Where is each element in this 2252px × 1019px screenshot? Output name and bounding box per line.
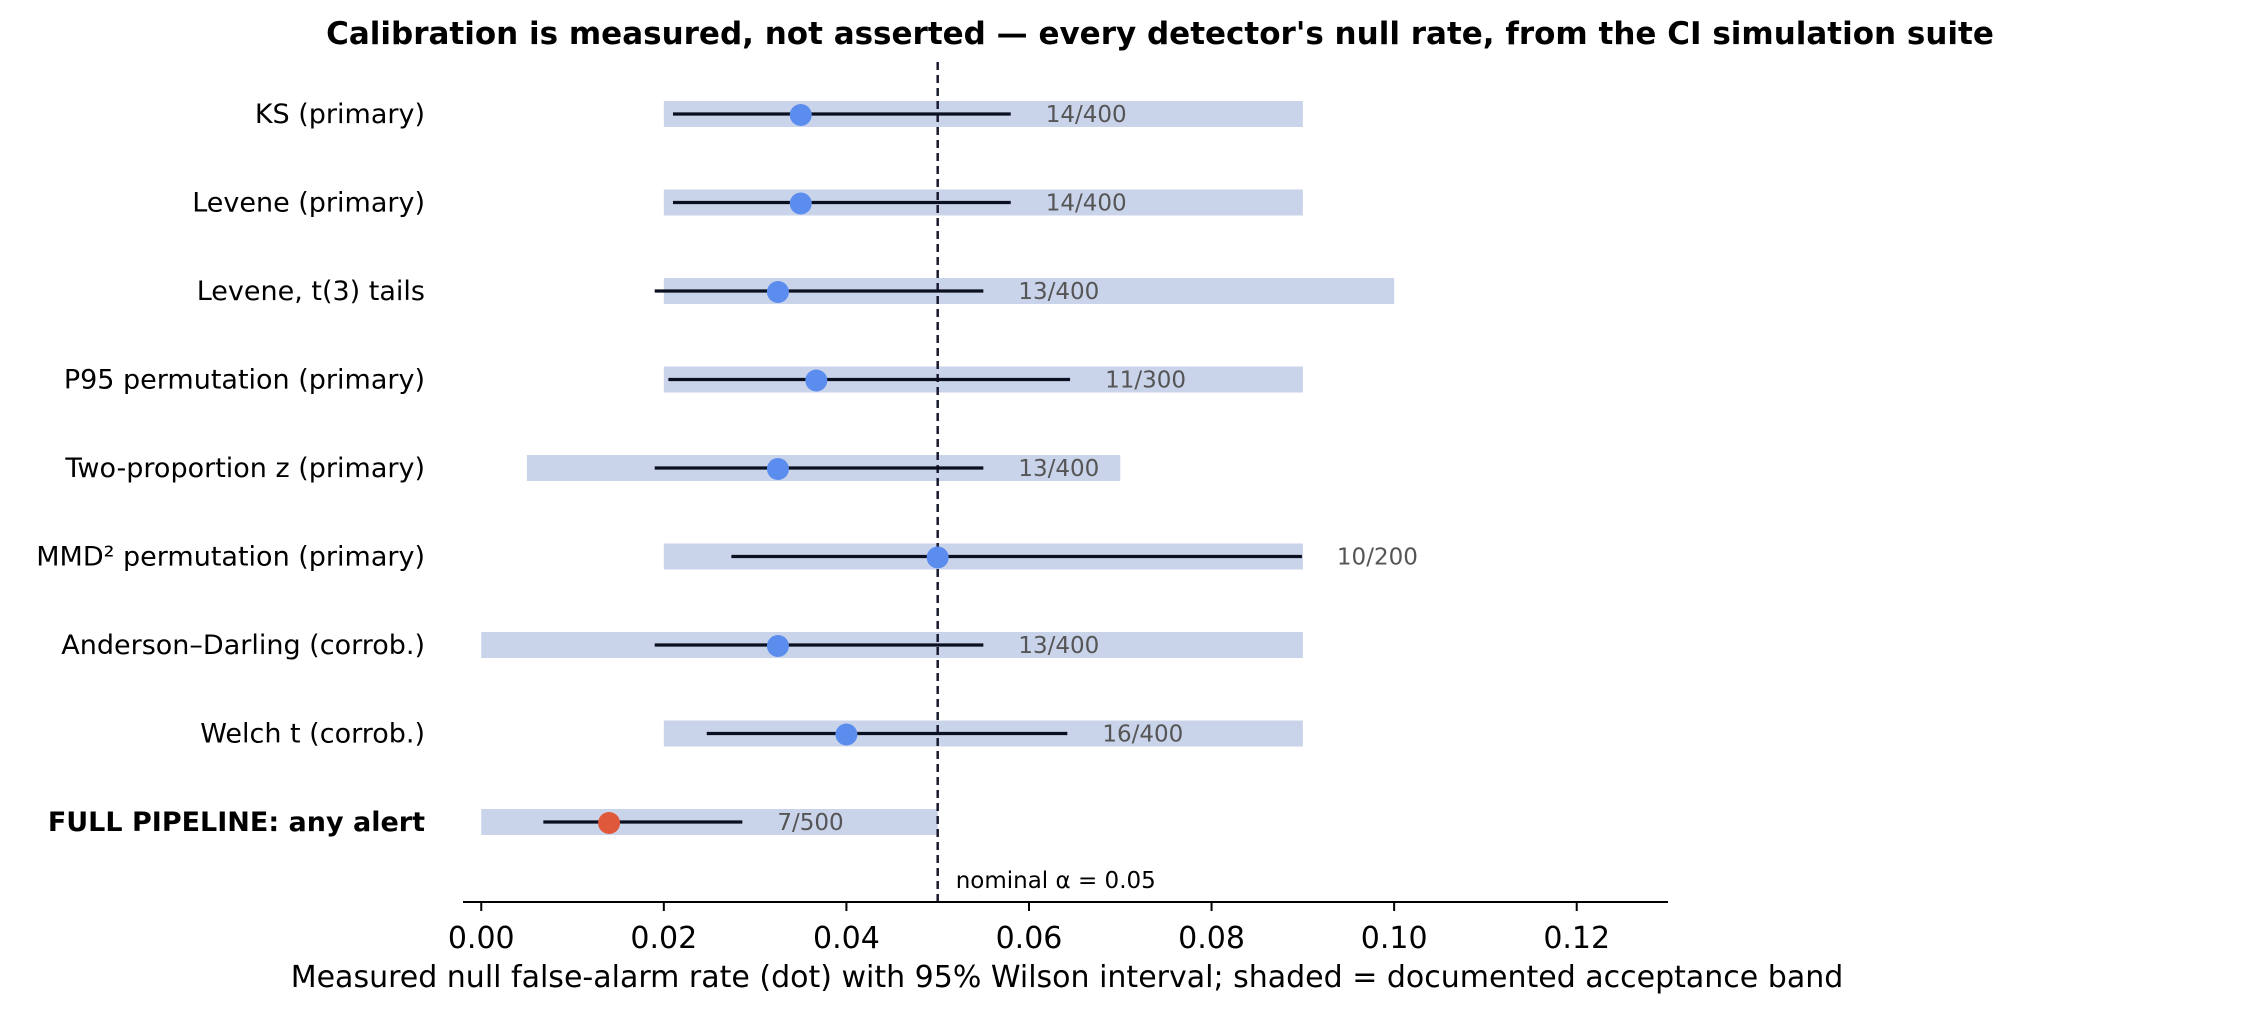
count-label: 13/400 bbox=[1018, 279, 1099, 305]
x-tick-label: 0.04 bbox=[813, 921, 880, 956]
category-label: Levene (primary) bbox=[192, 188, 425, 219]
count-label: 7/500 bbox=[777, 810, 843, 836]
wilson-intervals bbox=[543, 112, 1302, 824]
x-tick-label: 0.08 bbox=[1178, 921, 1245, 956]
rate-dot bbox=[766, 281, 789, 303]
x-tick-label: 0.02 bbox=[630, 921, 697, 956]
category-label: P95 permutation (primary) bbox=[64, 365, 425, 396]
count-label: 10/200 bbox=[1337, 545, 1418, 571]
x-tick-label: 0.00 bbox=[448, 921, 515, 956]
nominal-alpha-label: nominal α = 0.05 bbox=[956, 868, 1156, 894]
category-label: Two-proportion z (primary) bbox=[64, 453, 425, 484]
rate-dot bbox=[766, 458, 789, 480]
rate-dot bbox=[789, 104, 812, 126]
category-label: FULL PIPELINE: any alert bbox=[48, 807, 425, 838]
category-label: Anderson–Darling (corrob.) bbox=[61, 630, 425, 661]
rate-dot bbox=[926, 546, 949, 569]
count-label: 11/300 bbox=[1105, 368, 1186, 394]
category-label: Welch t (corrob.) bbox=[200, 719, 425, 750]
x-axis-ticks: 0.00 0.02 0.04 0.06 0.08 0.10 0.12 bbox=[448, 902, 1610, 956]
x-axis-label: Measured null false-alarm rate (dot) wit… bbox=[291, 960, 1844, 995]
x-tick-label: 0.06 bbox=[996, 921, 1063, 956]
count-label: 16/400 bbox=[1102, 722, 1183, 748]
rate-dot bbox=[598, 812, 621, 834]
category-labels: KS (primary) Levene (primary) Levene, t(3)… bbox=[36, 99, 425, 838]
x-tick-label: 0.12 bbox=[1543, 921, 1610, 956]
rate-dots bbox=[598, 104, 949, 834]
count-label: 14/400 bbox=[1046, 102, 1127, 128]
count-label: 13/400 bbox=[1018, 633, 1099, 659]
chart-title: Calibration is measured, not asserted — … bbox=[326, 16, 1994, 52]
count-label: 13/400 bbox=[1018, 456, 1099, 482]
count-labels: 14/400 14/400 13/400 11/300 13/400 10/200 13/4… bbox=[777, 102, 1418, 836]
category-label: Levene, t(3) tails bbox=[197, 276, 425, 307]
count-label: 14/400 bbox=[1046, 191, 1127, 217]
x-tick-label: 0.10 bbox=[1361, 921, 1428, 956]
category-label: KS (primary) bbox=[255, 99, 425, 130]
rate-dot bbox=[789, 192, 812, 215]
rate-dot bbox=[805, 369, 828, 392]
rate-dot bbox=[835, 723, 858, 746]
rate-dot bbox=[766, 635, 789, 657]
category-label: MMD² permutation (primary) bbox=[36, 542, 425, 573]
